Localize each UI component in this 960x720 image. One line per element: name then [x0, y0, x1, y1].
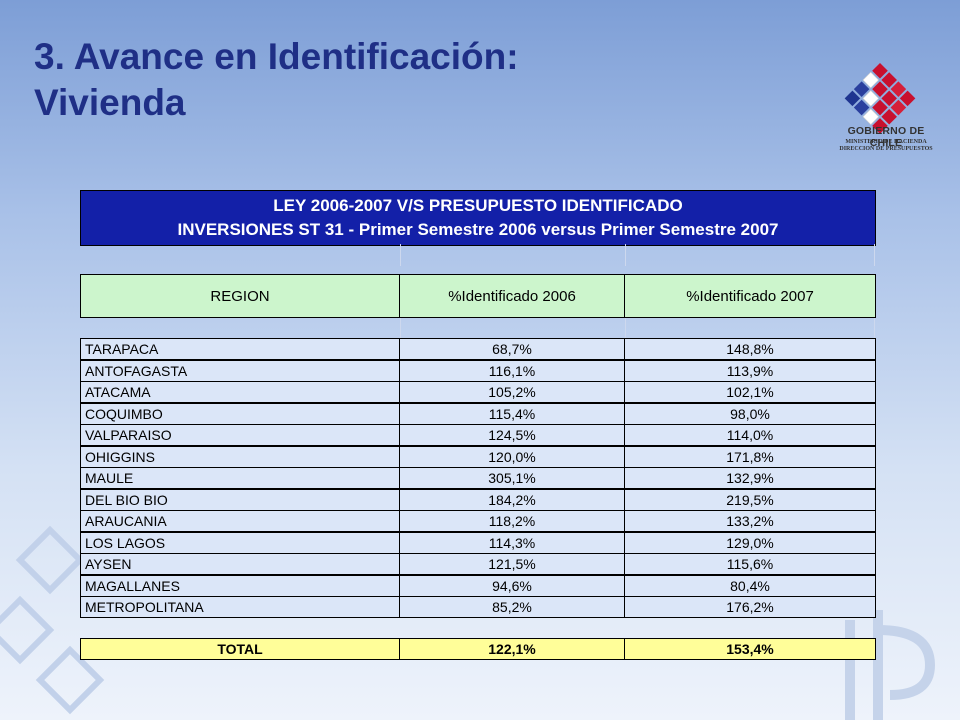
- row-pct-2006: 184,2%: [399, 488, 625, 511]
- row-pct-2007: 98,0%: [624, 402, 876, 425]
- row-region: OHIGGINS: [80, 445, 400, 468]
- row-pct-2007: 132,9%: [624, 467, 876, 489]
- table-row: VALPARAISO 124,5% 114,0%: [80, 424, 876, 446]
- row-pct-2007: 129,0%: [624, 531, 876, 554]
- row-pct-2006: 115,4%: [399, 402, 625, 425]
- row-pct-2007: 115,6%: [624, 553, 876, 575]
- row-region: COQUIMBO: [80, 402, 400, 425]
- total-row: TOTAL 122,1% 153,4%: [80, 638, 876, 660]
- row-pct-2007: 80,4%: [624, 574, 876, 597]
- row-region: DEL BIO BIO: [80, 488, 400, 511]
- total-2007: 153,4%: [624, 638, 876, 660]
- row-region: TARAPACA: [80, 338, 400, 360]
- slide-title-line1: 3. Avance en Identificación:: [34, 36, 519, 77]
- total-2006: 122,1%: [399, 638, 625, 660]
- slide-title-line2: Vivienda: [34, 82, 186, 123]
- decorative-watermark-emblem: [845, 610, 936, 720]
- row-pct-2006: 124,5%: [399, 424, 625, 446]
- table-row: LOS LAGOS 114,3% 129,0%: [80, 531, 876, 554]
- table-row: ANTOFAGASTA 116,1% 113,9%: [80, 359, 876, 382]
- column-header-region: REGION: [80, 274, 400, 318]
- table-header-line2: INVERSIONES ST 31 - Primer Semestre 2006…: [177, 220, 779, 239]
- row-pct-2006: 118,2%: [399, 510, 625, 532]
- table-row: DEL BIO BIO 184,2% 219,5%: [80, 488, 876, 511]
- gobierno-de-chile-logo: [844, 63, 916, 134]
- row-region: ARAUCANIA: [80, 510, 400, 532]
- column-header-row: REGION %Identificado 2006 %Identificado …: [80, 274, 876, 318]
- row-pct-2006: 121,5%: [399, 553, 625, 575]
- table-header: LEY 2006-2007 V/S PRESUPUESTO IDENTIFICA…: [80, 190, 876, 246]
- row-pct-2006: 105,2%: [399, 381, 625, 403]
- row-pct-2007: 171,8%: [624, 445, 876, 468]
- row-pct-2007: 113,9%: [624, 359, 876, 382]
- logo-subtext: MINISTERIO DE HACIENDA DIRECCION DE PRES…: [839, 139, 933, 152]
- column-header-2007: %Identificado 2007: [624, 274, 876, 318]
- table-row: ARAUCANIA 118,2% 133,2%: [80, 510, 876, 532]
- row-pct-2007: 114,0%: [624, 424, 876, 446]
- row-pct-2007: 133,2%: [624, 510, 876, 532]
- row-region: VALPARAISO: [80, 424, 400, 446]
- row-pct-2006: 85,2%: [399, 596, 625, 618]
- table-header-line1: LEY 2006-2007 V/S PRESUPUESTO IDENTIFICA…: [273, 196, 683, 215]
- table-row: TARAPACA 68,7% 148,8%: [80, 338, 876, 360]
- table-row: METROPOLITANA 85,2% 176,2%: [80, 596, 876, 618]
- row-pct-2007: 148,8%: [624, 338, 876, 360]
- row-pct-2007: 176,2%: [624, 596, 876, 618]
- row-region: ANTOFAGASTA: [80, 359, 400, 382]
- slide-title: 3. Avance en Identificación: Vivienda: [34, 34, 754, 126]
- row-pct-2006: 120,0%: [399, 445, 625, 468]
- total-label: TOTAL: [80, 638, 400, 660]
- spacer-row: [80, 244, 876, 266]
- row-pct-2006: 116,1%: [399, 359, 625, 382]
- row-pct-2007: 102,1%: [624, 381, 876, 403]
- row-pct-2007: 219,5%: [624, 488, 876, 511]
- table-row: ATACAMA 105,2% 102,1%: [80, 381, 876, 403]
- column-header-2006: %Identificado 2006: [399, 274, 625, 318]
- row-region: METROPOLITANA: [80, 596, 400, 618]
- logo-text: GOBIERNO DE CHILE: [847, 125, 925, 149]
- row-pct-2006: 114,3%: [399, 531, 625, 554]
- table-row: MAULE 305,1% 132,9%: [80, 467, 876, 489]
- table-row: COQUIMBO 115,4% 98,0%: [80, 402, 876, 425]
- row-region: MAULE: [80, 467, 400, 489]
- row-region: AYSEN: [80, 553, 400, 575]
- row-region: ATACAMA: [80, 381, 400, 403]
- row-region: MAGALLANES: [80, 574, 400, 597]
- row-pct-2006: 68,7%: [399, 338, 625, 360]
- row-pct-2006: 94,6%: [399, 574, 625, 597]
- row-pct-2006: 305,1%: [399, 467, 625, 489]
- spacer-row: [80, 318, 876, 340]
- table-row: AYSEN 121,5% 115,6%: [80, 553, 876, 575]
- table-row: MAGALLANES 94,6% 80,4%: [80, 574, 876, 597]
- table-row: OHIGGINS 120,0% 171,8%: [80, 445, 876, 468]
- row-region: LOS LAGOS: [80, 531, 400, 554]
